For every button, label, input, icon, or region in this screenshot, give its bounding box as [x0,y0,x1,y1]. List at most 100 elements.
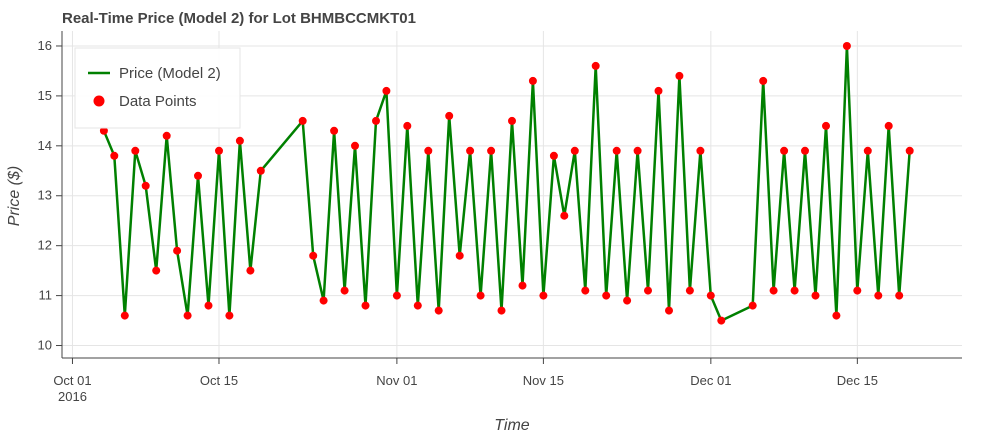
series-layer [99,42,914,325]
data-point [874,291,883,300]
data-point [853,286,862,295]
data-point [382,86,391,95]
data-point [215,146,223,155]
data-point [842,42,851,50]
data-point [162,131,171,140]
data-point [675,71,684,80]
legend-box [74,47,241,129]
data-point [403,121,412,130]
x-tick-label: Nov 15 [523,373,564,388]
legend: Price (Model 2) Data Points [74,47,241,129]
data-point [372,116,380,125]
data-point [351,141,359,150]
data-point [424,146,433,155]
x-tick-label: Nov 01 [376,373,417,388]
data-point [225,311,234,320]
x-tick-label: Oct 01 [53,373,91,388]
data-point [173,246,182,255]
data-point [445,111,454,120]
y-tick-label: 10 [38,338,52,353]
axes [61,31,962,359]
y-tick-label: 14 [38,138,52,153]
y-tick-label: 16 [38,38,52,53]
data-point [235,136,244,145]
data-point [759,76,768,85]
data-point [591,61,600,70]
data-point [120,311,129,320]
y-tick-label: 13 [38,188,52,203]
data-point [487,146,496,155]
y-tick-label: 11 [39,288,53,303]
data-point [633,146,642,155]
data-point [330,126,339,135]
data-point [319,296,328,305]
data-point [769,286,778,295]
data-point [466,146,475,155]
data-point [581,286,590,295]
data-point [884,121,893,130]
data-point [832,311,841,320]
data-point [539,291,548,300]
data-point [110,151,119,160]
data-point [309,251,318,260]
y-tick-label: 12 [38,238,52,253]
data-point [455,251,464,260]
data-point [570,146,579,155]
data-point [256,166,265,175]
legend-points-label: Data Points [119,93,197,110]
data-point [497,306,506,315]
data-point [340,286,349,295]
data-point [131,146,140,155]
data-point [748,301,757,310]
data-point [183,311,192,320]
x-tick-label: Dec 01 [690,373,731,388]
x-tick-sublabel: 2016 [58,389,87,404]
data-point [602,291,611,300]
data-point [508,116,516,125]
data-point [549,151,558,160]
data-point [528,76,537,85]
data-point [696,146,705,155]
data-point [801,146,809,155]
data-point [685,286,694,295]
data-point [392,291,401,300]
data-point [905,146,914,155]
data-point [152,266,161,275]
y-ticks: 10 11 12 13 14 15 16 [38,38,62,353]
data-point [644,286,652,295]
y-axis-label: Price ($) [6,166,23,226]
data-point [298,116,307,125]
y-tick-label: 15 [38,88,52,103]
x-tick-label: Oct 15 [200,373,238,388]
data-point [246,266,255,275]
data-point [863,146,872,155]
data-point [895,291,904,300]
legend-point-swatch [93,95,105,107]
data-point [476,291,485,300]
data-point [204,301,213,310]
data-point [361,301,370,310]
x-tick-label: Dec 15 [837,373,878,388]
data-point [717,316,726,325]
data-point [706,291,715,300]
data-point [665,306,673,315]
x-axis-label: Time [494,417,530,434]
data-point [99,126,108,135]
data-point [780,146,789,155]
data-point [822,121,830,130]
data-point [518,281,527,290]
data-point [790,286,799,295]
chart-title: Real-Time Price (Model 2) for Lot BHMBCC… [62,10,416,27]
data-point [413,301,422,310]
data-point [141,181,150,190]
data-point [623,296,632,305]
data-point [654,86,663,95]
data-point [434,306,443,315]
data-point [811,291,820,300]
data-point [560,211,569,220]
data-point [612,146,621,155]
data-point [194,171,202,180]
legend-line-label: Price (Model 2) [119,65,221,82]
